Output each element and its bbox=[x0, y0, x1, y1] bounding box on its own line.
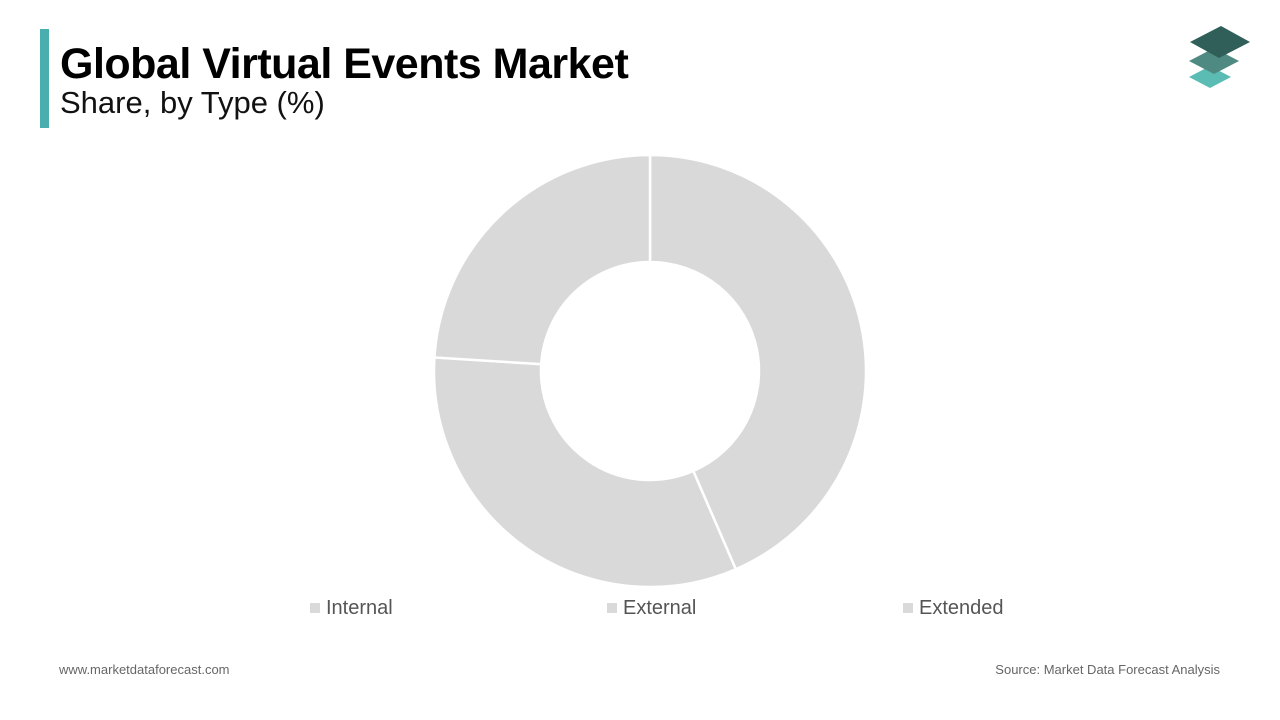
legend-label: Extended bbox=[919, 596, 1004, 619]
chart-legend: Internal External Extended bbox=[0, 594, 1280, 622]
logo-layer-bottom bbox=[1189, 66, 1231, 88]
stacked-layers-logo-icon bbox=[1189, 26, 1250, 88]
title-accent-bar bbox=[40, 29, 49, 128]
donut-slice-extended bbox=[433, 153, 652, 366]
legend-item-extended: Extended bbox=[903, 594, 1004, 622]
donut-slice-internal bbox=[648, 153, 868, 571]
logo-layer-middle bbox=[1189, 48, 1239, 74]
donut-slice-external bbox=[432, 356, 738, 589]
legend-label: Internal bbox=[326, 596, 393, 619]
footer-website: www.marketdataforecast.com bbox=[59, 662, 230, 677]
footer-source: Source: Market Data Forecast Analysis bbox=[995, 662, 1220, 677]
legend-swatch bbox=[310, 603, 320, 613]
legend-item-internal: Internal bbox=[310, 594, 393, 622]
donut-chart bbox=[432, 153, 868, 589]
logo-layer-top bbox=[1190, 26, 1250, 58]
legend-item-external: External bbox=[607, 594, 696, 622]
legend-label: External bbox=[623, 596, 697, 619]
legend-swatch bbox=[903, 603, 913, 613]
page-subtitle: Share, by Type (%) bbox=[60, 85, 325, 120]
legend-swatch bbox=[607, 603, 617, 613]
page-title: Global Virtual Events Market bbox=[60, 40, 629, 88]
